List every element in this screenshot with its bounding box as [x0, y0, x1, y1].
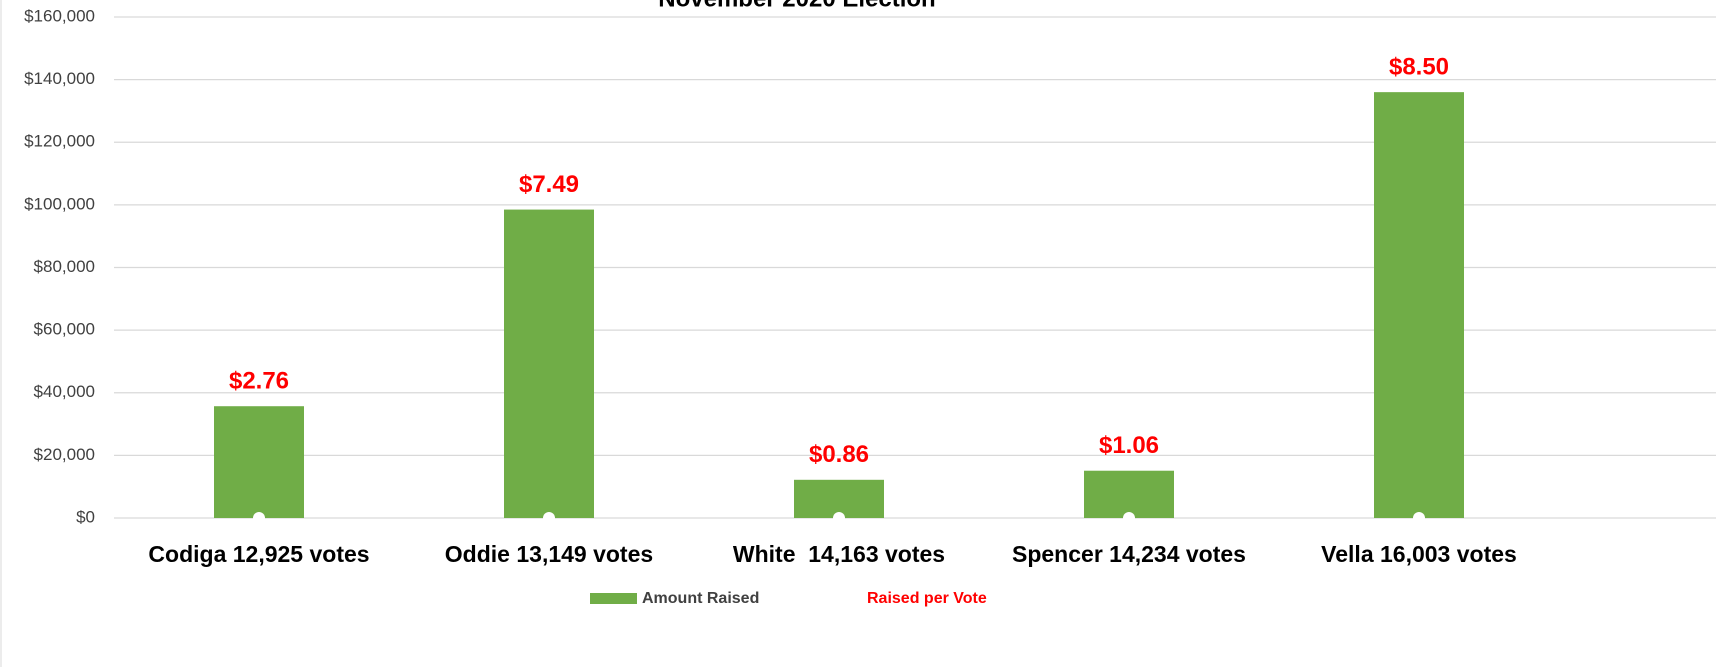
bar: [1374, 92, 1464, 519]
point: [833, 511, 845, 524]
x-tick-label: Oddie 13,149 votes: [445, 541, 653, 567]
y-tick-label: $140,000: [24, 69, 95, 88]
y-tick-label: $120,000: [24, 132, 95, 151]
point: [1123, 511, 1135, 524]
y-tick-label: $40,000: [34, 382, 95, 401]
y-tick-label: $0: [76, 507, 95, 526]
legend-label: Raised per Vote: [867, 590, 987, 607]
y-tick-label: $80,000: [34, 257, 95, 276]
value-label: $8.50: [1389, 53, 1449, 80]
x-tick-label: White 14,163 votes: [733, 541, 945, 567]
y-tick-label: $60,000: [34, 320, 95, 339]
bar: [504, 209, 594, 518]
x-tick-label: Spencer 14,234 votes: [1012, 541, 1246, 567]
x-tick-label: Codiga 12,925 votes: [148, 541, 369, 567]
point: [1413, 511, 1425, 524]
bar: [1084, 470, 1174, 518]
point: [253, 511, 265, 524]
value-label: $1.06: [1099, 432, 1159, 459]
y-tick-label: $160,000: [24, 6, 95, 25]
x-tick-label: Vella 16,003 votes: [1321, 541, 1517, 567]
bar: [794, 479, 884, 518]
value-label: $0.86: [809, 441, 869, 468]
bar: [214, 406, 304, 518]
legend-label: Amount Raised: [642, 590, 759, 607]
y-tick-label: $100,000: [24, 194, 95, 213]
value-label: $2.76: [229, 368, 289, 395]
legend-swatch: [590, 593, 637, 604]
value-label: $7.49: [519, 171, 579, 198]
y-tick-label: $20,000: [34, 445, 95, 464]
chart-title: November 2020 Election: [658, 0, 935, 12]
point: [543, 511, 555, 524]
